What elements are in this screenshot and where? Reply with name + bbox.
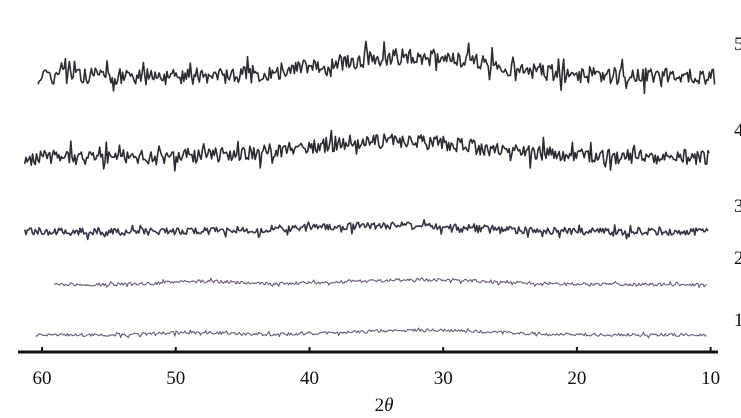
x-tick-label-50: 50	[166, 368, 185, 389]
x-tick-label-40: 40	[300, 368, 319, 389]
series-labels-group: 5 4 3 2 1	[734, 34, 741, 331]
x-tick-label-10: 10	[701, 368, 720, 389]
series-3-trace	[23, 219, 709, 241]
x-tick-label-60: 60	[33, 368, 52, 389]
series-2-trace	[53, 277, 707, 289]
series-5-label: 5	[734, 34, 741, 55]
x-axis-title-symbol: θ	[384, 395, 393, 416]
series-2-label: 2	[734, 248, 741, 269]
series-5-trace	[37, 40, 716, 95]
series-3-label: 3	[734, 196, 741, 217]
x-tick-label-30: 30	[434, 368, 453, 389]
series-4-trace	[23, 129, 710, 172]
x-axis-title-prefix: 2	[375, 395, 385, 416]
series-4-label: 4	[734, 120, 741, 141]
series-1-trace	[35, 327, 707, 339]
x-tick-label-20: 20	[567, 368, 586, 389]
traces-group	[23, 40, 716, 339]
x-axis-title: 2θ	[375, 395, 394, 416]
series-1-label: 1	[734, 310, 741, 331]
x-ticks-group: 60 50 40 30 20 10	[33, 347, 720, 389]
